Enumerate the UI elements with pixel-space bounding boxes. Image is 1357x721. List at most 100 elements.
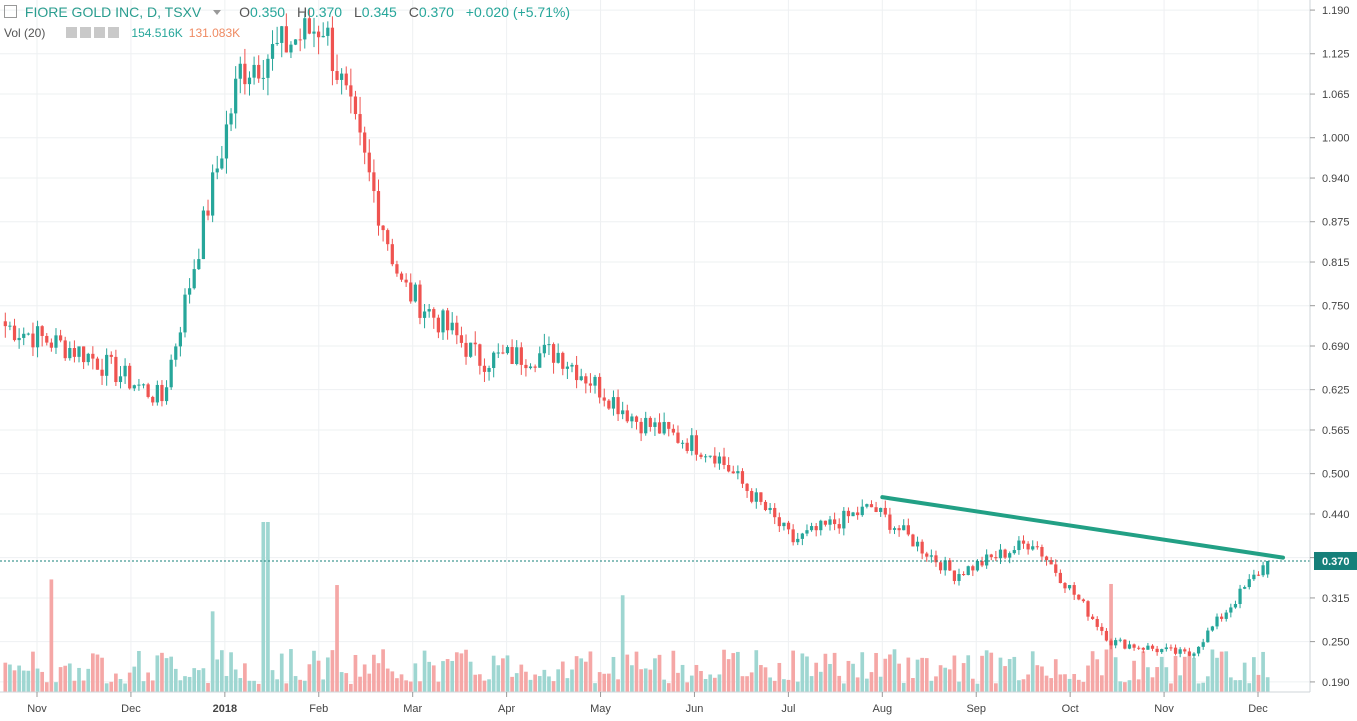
volume-bar	[519, 664, 524, 692]
volume-bar	[261, 522, 266, 692]
candle-body	[588, 383, 593, 386]
volume-bar	[408, 681, 413, 692]
candle-body	[842, 510, 846, 529]
chevron-down-icon[interactable]	[213, 9, 222, 15]
candle-body	[763, 501, 768, 511]
candle-body	[703, 456, 708, 458]
y-tick-label: 0.625	[1322, 385, 1350, 397]
volume-bar	[938, 665, 943, 692]
candle-body	[358, 114, 362, 133]
candle-body	[809, 526, 814, 531]
candle-body	[948, 560, 952, 571]
volume-bar	[376, 663, 381, 692]
volume-bar	[653, 658, 657, 692]
candle-body	[791, 529, 795, 543]
candle-body	[985, 554, 989, 566]
candle-body	[367, 152, 371, 173]
volume-bar	[316, 660, 321, 692]
candle-body	[1192, 653, 1196, 656]
candle-body	[95, 358, 100, 370]
collapse-icon[interactable]	[4, 5, 17, 18]
volume-bar	[1021, 679, 1026, 692]
volume-bar	[911, 678, 915, 692]
candle-body	[648, 417, 652, 427]
volume-bar	[740, 676, 745, 692]
trendline[interactable]	[880, 495, 1285, 560]
volume-bar	[1182, 656, 1187, 692]
volume-bar	[1169, 683, 1173, 692]
candle-body	[1210, 626, 1215, 631]
volume-bar	[1215, 657, 1219, 692]
candle-body	[510, 347, 514, 365]
candle-body	[1109, 640, 1113, 646]
volume-bar	[109, 681, 114, 692]
candle-body	[1178, 649, 1182, 654]
plus-icon[interactable]	[94, 27, 106, 38]
time-axis-labels: Nov Dec 2018 Feb Mar Apr May Jun Jul Aug Sep Oct Nov…	[27, 692, 1268, 715]
symbol-title[interactable]: FIORE GOLD INC, D, TSXV	[24, 4, 202, 20]
volume-bar	[178, 680, 183, 692]
candle-body	[1104, 630, 1109, 641]
volume-bar	[100, 657, 104, 692]
price-axis[interactable]	[1310, 0, 1357, 721]
candle-body	[1132, 644, 1136, 648]
candle-body	[819, 520, 823, 531]
candle-body	[823, 520, 828, 525]
volume-bar	[256, 683, 261, 692]
volume-bar	[77, 667, 81, 692]
candle-body	[270, 44, 275, 59]
volume-bar	[809, 676, 814, 692]
volume-bar	[639, 669, 643, 692]
volume-bar	[141, 681, 146, 692]
candle-body	[275, 42, 279, 45]
candle-body	[12, 325, 17, 341]
volume-bar	[1067, 678, 1072, 692]
candle-body	[307, 18, 311, 34]
volume-bar	[1192, 657, 1196, 692]
volume-bar	[427, 661, 432, 692]
candle-body	[892, 528, 897, 530]
candle-body	[782, 522, 786, 527]
volume-bar	[12, 670, 17, 692]
volume-bar	[634, 651, 639, 692]
volume-bar	[31, 651, 35, 692]
candle-body	[266, 58, 270, 78]
candle-body	[902, 525, 906, 531]
volume-bar	[851, 663, 855, 692]
eye-icon[interactable]	[66, 27, 78, 38]
candle-body	[340, 73, 344, 80]
candle-body	[72, 348, 77, 357]
volume-bar	[791, 650, 795, 692]
volume-bar	[1035, 665, 1040, 692]
candle-body	[63, 340, 67, 359]
volume-bar	[514, 673, 519, 692]
candle-body	[538, 353, 542, 368]
y-tick-label: 0.315	[1322, 593, 1350, 605]
candle-body	[773, 507, 777, 518]
candle-body	[316, 31, 321, 38]
candle-body	[860, 506, 864, 516]
candle-body	[105, 354, 109, 376]
volume-bar	[86, 668, 91, 692]
candle-body	[528, 366, 533, 369]
candle-body	[1095, 618, 1099, 627]
volume-bar	[551, 681, 556, 692]
volume-bar	[607, 673, 611, 692]
volume-bar	[772, 680, 777, 692]
volume-bar	[699, 670, 703, 692]
volume-bar	[132, 666, 137, 692]
candle-body	[837, 524, 841, 529]
volume-bar	[888, 654, 892, 692]
candle-body	[952, 570, 957, 581]
close-icon[interactable]	[108, 27, 120, 38]
volume-bar	[1063, 674, 1067, 692]
candle-body	[183, 294, 187, 333]
volume-bar	[1044, 675, 1049, 692]
volume-bar	[837, 675, 842, 692]
volume-bar	[630, 665, 634, 692]
volume-bar	[146, 672, 150, 692]
candle-body	[1026, 543, 1030, 550]
gear-icon[interactable]	[80, 27, 92, 38]
candle-body	[920, 541, 924, 554]
